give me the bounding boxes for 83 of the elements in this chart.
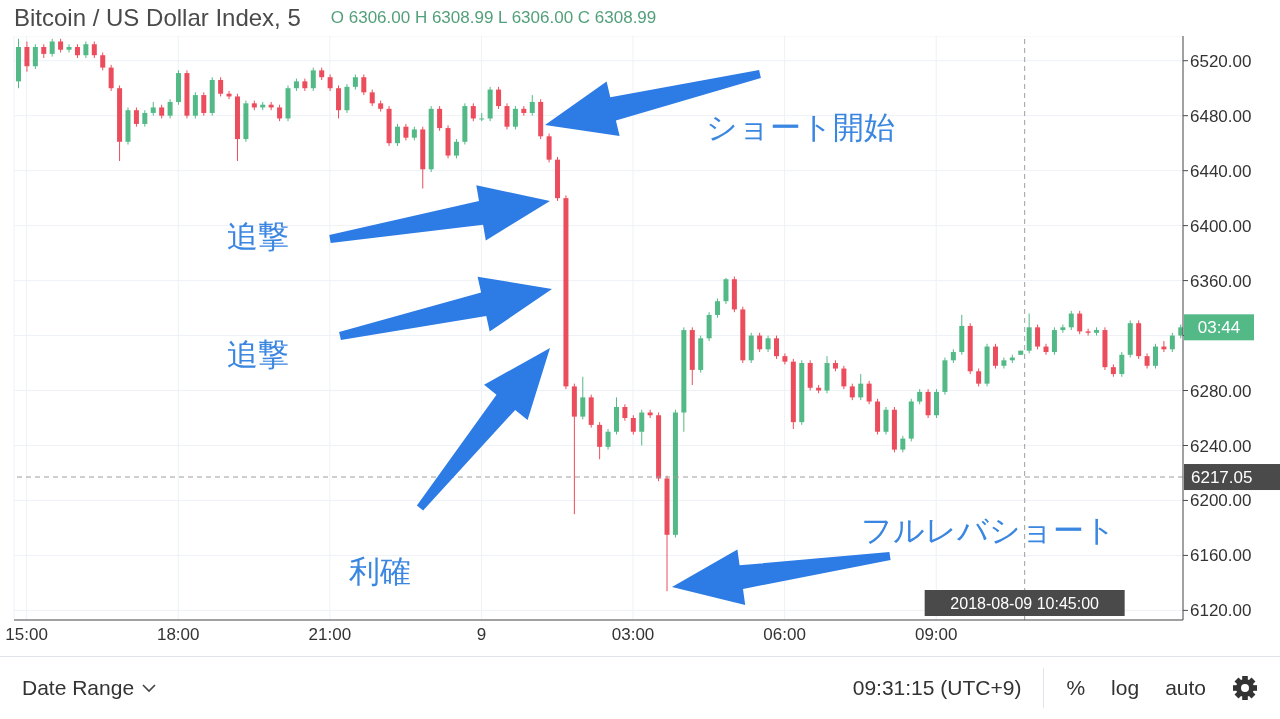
candlestick [639,409,645,446]
text: 09:31:15 (UTC+9) [852,676,1022,700]
candlestick [437,105,443,132]
candlestick [192,91,198,119]
candlestick [774,335,779,360]
candlestick [1051,326,1057,356]
candlestick [504,102,510,130]
candlestick [201,91,207,117]
candlestick [361,73,367,96]
candlestick [496,86,502,110]
candlestick [1035,324,1041,350]
y-tick-label: 6440.00 [1190,161,1252,181]
candlestick [1085,328,1091,337]
candlestick [883,406,889,435]
x-tick-label: 21:00 [308,625,352,645]
annotation: 利確 [349,554,411,589]
y-tick-label: 6400.00 [1190,216,1252,236]
candlestick [453,138,459,159]
candlestick [706,311,712,342]
x-tick-label: 15:00 [5,625,48,645]
candlestick [344,83,350,114]
candlestick [395,123,400,147]
y-tick-label: 6520.00 [1190,51,1252,71]
candlestick [934,388,940,419]
x-tick-label: 03:00 [611,625,655,645]
text: log [1111,676,1140,700]
candlestick [133,106,139,128]
text: O 6306.00 H 6308.99 L 6306.00 C 6308.99 [330,8,657,28]
x-tick-label: 06:00 [763,625,806,645]
candlestick [605,428,611,451]
text: 03:44 [1197,318,1241,338]
y-tick-label: 6480.00 [1190,106,1252,126]
candlestick [512,105,518,130]
candlestick [24,41,30,73]
y-tick-label: 6200.00 [1190,491,1252,511]
candlestick [167,98,173,119]
candlestick [546,133,552,163]
x-tick-label: 09:00 [914,625,958,645]
y-tick-label: 6160.00 [1190,546,1252,566]
candlestick [1153,343,1158,370]
candlestick [1119,351,1125,378]
annotation: 追撃 [227,219,289,254]
candlestick [1026,313,1032,354]
candlestick [1169,332,1175,353]
text: auto [1165,676,1206,700]
candlestick [597,421,603,460]
ref-line-label: 6217.05 [1191,468,1253,488]
candlestick [841,365,847,390]
candlestick [858,373,864,401]
y-tick-label: 6360.00 [1190,271,1252,291]
annotation: フルレバショート [860,513,1116,548]
candlestick [782,352,788,365]
candlestick [218,76,224,97]
candlestick [925,388,931,419]
candlestick [32,43,38,70]
candlestick [757,332,763,353]
y-tick-label: 6240.00 [1190,436,1252,456]
chart-title: Bitcoin / US Dollar Index, 5 [14,4,301,32]
candlestick [66,43,72,53]
candlestick [1060,324,1066,334]
candlestick [723,277,729,305]
ref-line-label: 2018-08-09 10:45:00 [950,595,1100,612]
candlestick [1001,357,1007,370]
x-tick-label: 9 [476,625,487,645]
candlestick [336,84,342,119]
text: % [1066,676,1086,700]
text: Date Range [22,676,135,700]
candlestick [630,414,636,435]
candlestick [866,380,872,405]
candlestick [992,343,998,370]
candlestick [1043,343,1049,356]
candlestick [310,67,316,92]
candlestick [108,64,114,92]
x-tick-label: 18:00 [156,625,200,645]
annotation: 追撃 [227,337,289,372]
candlestick [529,94,535,117]
candlestick [1077,310,1083,335]
y-tick-label: 6280.00 [1190,381,1252,401]
candlestick [1068,310,1074,331]
annotation: ショート開始 [705,110,895,145]
y-tick-label: 6120.00 [1190,601,1252,621]
candlestick [715,297,721,319]
candlestick [580,376,586,420]
